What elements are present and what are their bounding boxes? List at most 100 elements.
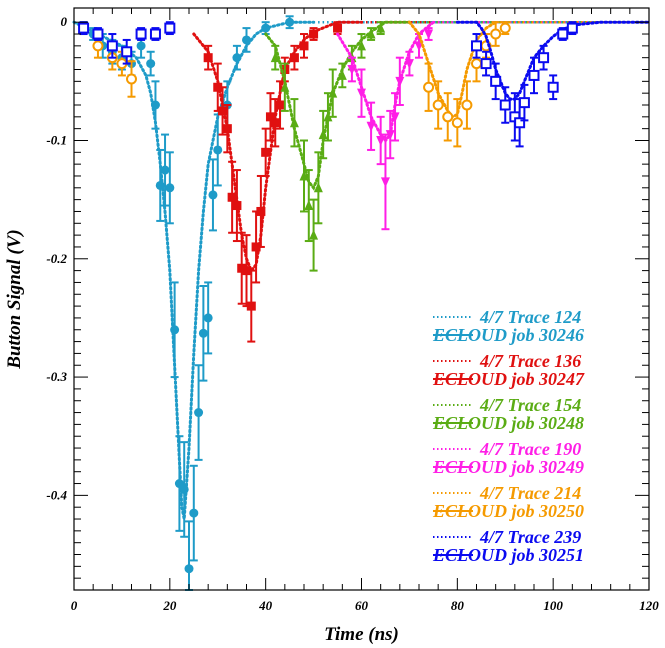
data-point (246, 301, 256, 311)
data-point (376, 22, 386, 33)
data-point (164, 22, 176, 34)
data-point (270, 52, 280, 63)
legend-model-label-5: ECLOUD job 30251 (432, 545, 584, 565)
data-point (451, 117, 463, 129)
legend-model-label-2: ECLOUD job 30248 (432, 413, 584, 433)
data-point (285, 17, 295, 27)
model-curve (407, 20, 498, 119)
data-point (218, 106, 228, 116)
data-point (150, 100, 160, 110)
data-point (309, 29, 319, 39)
data-point (198, 328, 208, 338)
data-point (135, 28, 147, 40)
data-point (194, 408, 204, 418)
data-point (208, 190, 218, 200)
data-point (232, 201, 242, 211)
axis-ticks: 0 20 40 60 80 100 120 0 -0.1 -0.2 -0.3 -0.4 (46, 8, 659, 613)
data-point (160, 165, 170, 175)
data-point (203, 313, 213, 323)
data-point (490, 28, 502, 40)
data-point (213, 145, 223, 155)
data-point (376, 135, 386, 146)
y-tick-label: -0.4 (46, 487, 67, 502)
data-point (390, 112, 400, 123)
data-point (357, 88, 366, 99)
data-point (414, 41, 424, 52)
data-point (538, 52, 550, 64)
legend-trace-label-2: 4/7 Trace 154 (479, 395, 581, 415)
y-tick-label: 0 (61, 14, 68, 29)
data-point (461, 99, 473, 111)
data-point (261, 147, 271, 157)
data-point (347, 65, 357, 76)
data-point (280, 81, 290, 92)
data-point (106, 40, 118, 52)
data-point (289, 53, 299, 63)
data-point (499, 22, 511, 34)
data-point (275, 100, 285, 110)
data-point (92, 28, 104, 40)
data-point (121, 46, 133, 58)
data-point (380, 177, 390, 188)
data-point (566, 22, 578, 34)
x-tick-label: 100 (543, 598, 563, 613)
data-point (424, 29, 434, 40)
data-point (170, 325, 180, 335)
data-point (213, 82, 223, 92)
data-point (222, 124, 232, 134)
y-tick-label: -0.3 (46, 369, 67, 384)
data-point (165, 183, 175, 193)
data-point (179, 484, 189, 494)
series-1 (192, 20, 647, 343)
data-point (323, 111, 333, 122)
legend-trace-label-1: 4/7 Trace 136 (479, 351, 581, 371)
data-point (442, 111, 454, 123)
data-point (480, 58, 492, 70)
x-tick-label: 80 (451, 598, 465, 613)
legend-trace-label-0: 4/7 Trace 124 (479, 307, 581, 327)
data-point (423, 81, 435, 93)
data-point (432, 99, 444, 111)
data-point (404, 59, 414, 70)
model-curve (264, 20, 411, 191)
series-3 (336, 20, 647, 231)
data-point (499, 99, 511, 111)
y-tick-label: -0.2 (46, 251, 67, 266)
data-point (251, 242, 261, 252)
data-point (265, 112, 275, 122)
data-point (256, 206, 266, 216)
y-axis-label: Button Signal (V) (4, 229, 25, 369)
legend-model-label-1: ECLOUD job 30247 (432, 369, 585, 389)
data-point (92, 40, 104, 52)
legend-model-label-4: ECLOUD job 30250 (432, 501, 584, 521)
data-point (242, 35, 251, 45)
data-point (471, 40, 482, 52)
legend-trace-label-5: 4/7 Trace 239 (479, 527, 581, 547)
data-point (126, 73, 137, 85)
legend-trace-label-3: 4/7 Trace 190 (479, 439, 581, 459)
data-point (299, 41, 309, 51)
data-point (136, 41, 146, 51)
data-point (318, 129, 328, 140)
data-point (328, 87, 338, 98)
data-point (189, 508, 199, 518)
data-point (547, 81, 559, 93)
data-point (366, 28, 376, 39)
data-point (232, 53, 242, 63)
data-point (227, 192, 237, 202)
data-point (385, 130, 395, 141)
series-layer (72, 15, 651, 591)
data-point (313, 182, 323, 193)
data-point (289, 117, 299, 128)
data-point (395, 76, 405, 87)
x-axis-label: Time (ns) (324, 624, 399, 645)
data-point (309, 229, 319, 240)
series-5 (78, 20, 651, 148)
legend-trace-label-4: 4/7 Trace 214 (479, 483, 581, 503)
model-curve (336, 20, 435, 143)
x-tick-label: 60 (355, 598, 369, 613)
y-tick-label: -0.1 (46, 132, 67, 147)
series-4 (92, 20, 647, 148)
data-point (237, 263, 247, 273)
